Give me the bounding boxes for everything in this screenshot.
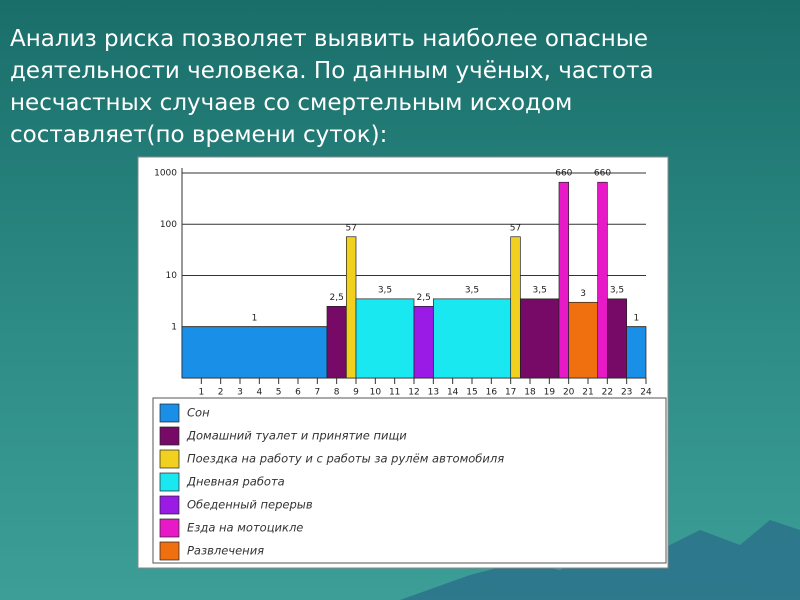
x-tick-label: 11: [389, 388, 400, 398]
x-tick-label: 21: [582, 388, 593, 398]
value-label: 3,5: [378, 285, 392, 295]
y-tick-label: 1000: [154, 169, 177, 179]
legend-label: Поездка на работу и с работы за рулём ав…: [187, 452, 504, 466]
value-label: 3,5: [610, 285, 624, 295]
x-tick-label: 2: [218, 388, 224, 398]
value-label: 660: [594, 169, 611, 179]
heading-line: несчастных случаев со смертельным исходо…: [10, 90, 572, 116]
value-label: 2,5: [417, 293, 431, 303]
y-tick-label: 10: [166, 271, 178, 281]
x-tick-label: 7: [314, 388, 320, 398]
bar: [597, 181, 608, 379]
heading-line: деятельности человека. По данным учёных,…: [10, 58, 654, 84]
bar: [432, 298, 512, 379]
value-label: 660: [555, 169, 572, 179]
y-tick-label: 1: [171, 322, 177, 332]
x-tick-label: 5: [276, 388, 282, 398]
x-tick-label: 20: [563, 388, 575, 398]
bar: [413, 306, 434, 379]
x-tick-label: 24: [640, 388, 652, 398]
legend-label: Развлечения: [187, 544, 264, 558]
x-tick-label: 15: [466, 388, 477, 398]
y-tick-label: 100: [160, 220, 177, 230]
value-label: 57: [510, 223, 521, 233]
x-tick-label: 22: [602, 388, 613, 398]
x-tick-label: 3: [237, 388, 243, 398]
bar: [568, 301, 599, 379]
legend-swatch: [159, 541, 180, 561]
x-tick-label: 8: [334, 388, 340, 398]
bar: [181, 326, 328, 379]
heading-line: составляет(по времени суток):: [10, 122, 387, 148]
legend-label: Сон: [187, 406, 210, 420]
heading: Анализ риска позволяет выявить наиболее …: [10, 26, 654, 148]
heading-line: Анализ риска позволяет выявить наиболее …: [10, 26, 648, 52]
legend-label: Обеденный перерыв: [187, 498, 313, 512]
x-tick-label: 23: [621, 388, 632, 398]
legend-swatch: [159, 495, 180, 515]
bar: [519, 298, 560, 379]
x-tick-label: 4: [256, 388, 262, 398]
bar: [355, 298, 415, 379]
legend-swatch: [159, 403, 180, 423]
x-tick-label: 17: [505, 388, 516, 398]
legend-label: Домашний туалет и принятие пищи: [186, 429, 407, 443]
value-label: 57: [345, 223, 356, 233]
bar: [626, 326, 647, 379]
x-tick-label: 1: [198, 388, 204, 398]
value-label: 1: [252, 313, 258, 323]
x-tick-label: 18: [524, 388, 536, 398]
bar: [510, 236, 521, 379]
value-label: 1: [633, 313, 639, 323]
x-tick-label: 9: [353, 388, 359, 398]
x-tick-label: 16: [486, 388, 498, 398]
value-label: 3,5: [533, 285, 547, 295]
legend-swatch: [159, 472, 180, 492]
bar: [345, 236, 357, 379]
x-tick-label: 19: [544, 388, 556, 398]
x-tick-label: 10: [370, 388, 382, 398]
x-tick-label: 13: [428, 388, 439, 398]
legend-label: Езда на мотоцикле: [187, 521, 303, 535]
bar: [558, 181, 570, 379]
legend-swatch: [159, 518, 180, 538]
value-label: 3: [580, 289, 586, 299]
legend-swatch: [159, 449, 180, 469]
legend-label: Дневная работа: [186, 475, 285, 489]
legend-swatch: [159, 426, 180, 446]
x-tick-label: 6: [295, 388, 301, 398]
value-label: 2,5: [330, 293, 344, 303]
legend-box: [152, 397, 667, 564]
value-label: 3,5: [465, 285, 479, 295]
x-tick-label: 14: [447, 388, 459, 398]
bar: [326, 306, 347, 379]
bar: [606, 298, 628, 379]
x-tick-label: 12: [408, 388, 419, 398]
